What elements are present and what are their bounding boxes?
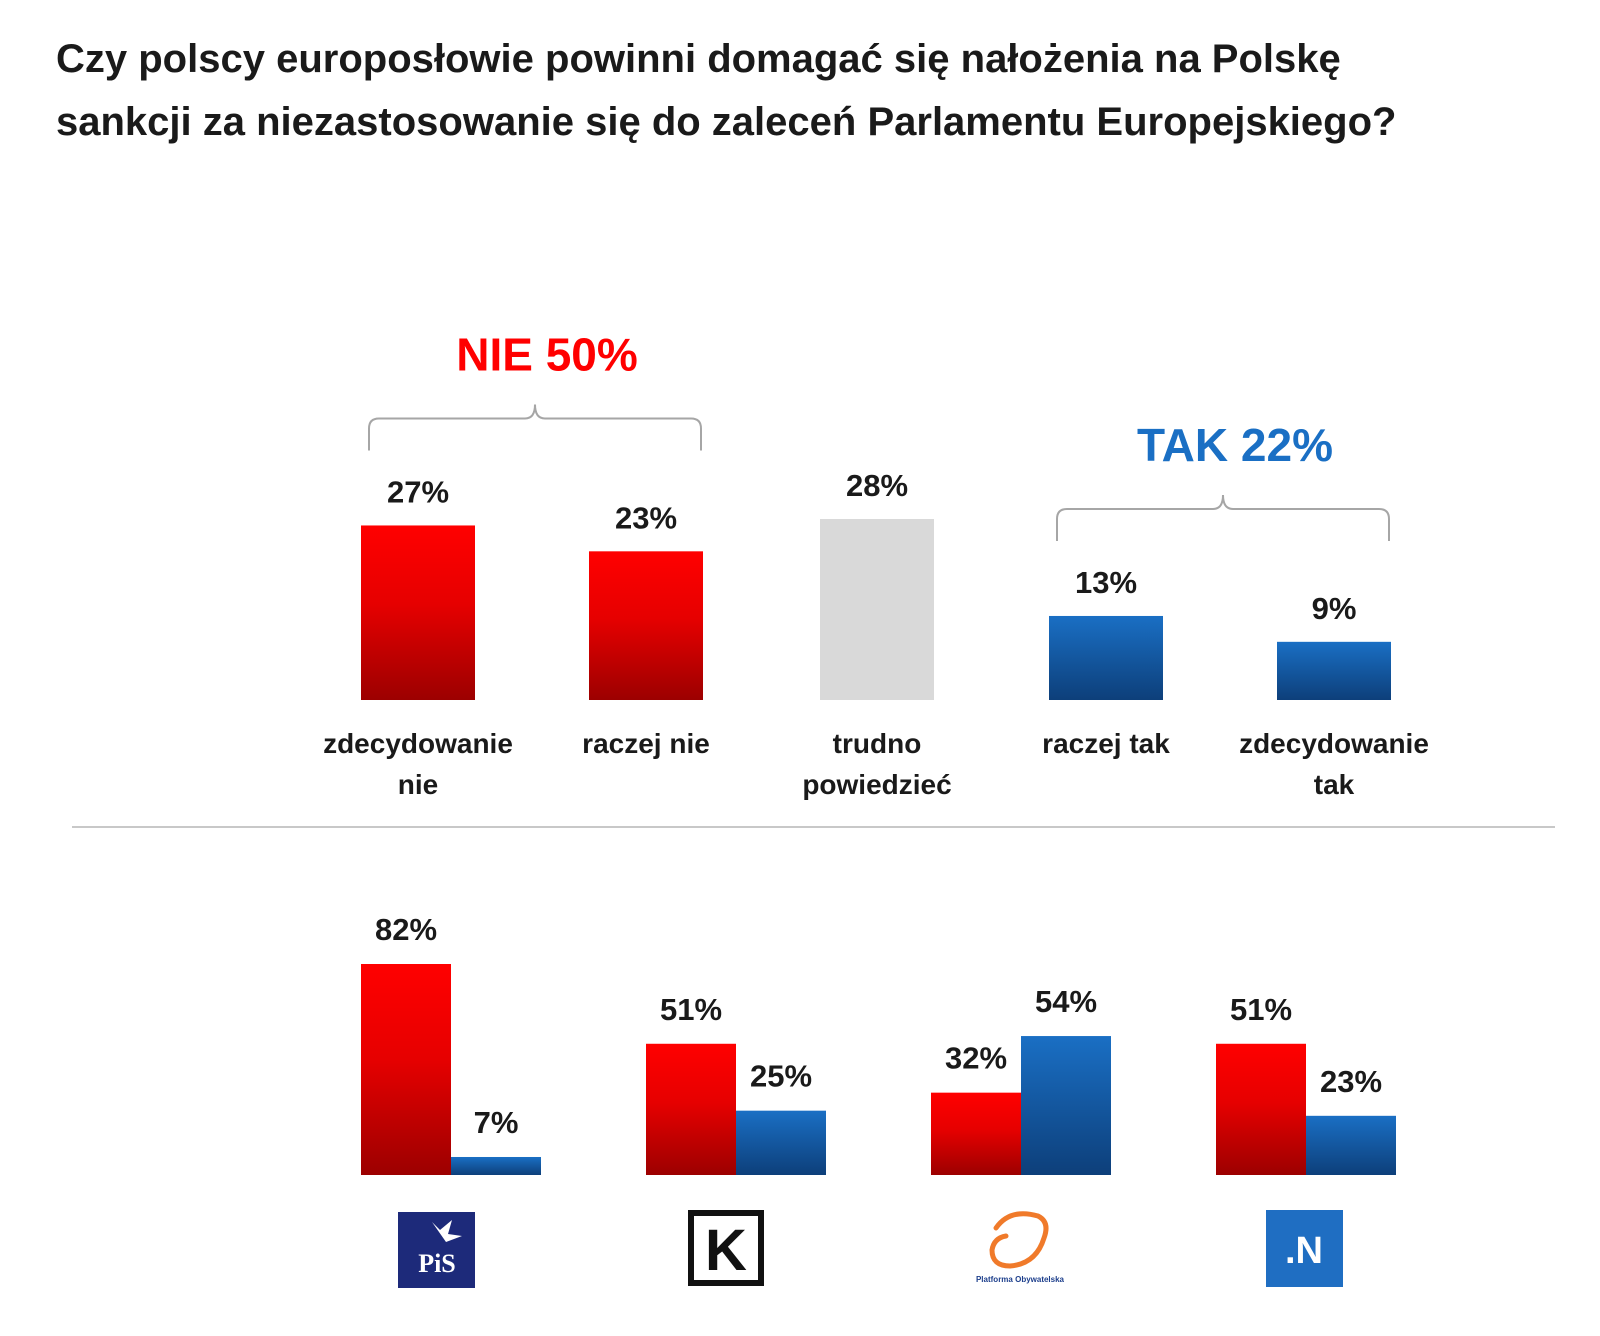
category-label-3-1: trudno <box>833 728 922 759</box>
pis-logo: PiS <box>398 1212 475 1288</box>
value-label-nie-1: 82% <box>375 912 437 947</box>
category-label-4-1: raczej tak <box>1042 728 1170 759</box>
value-label-1: 27% <box>387 474 449 509</box>
po-logo-text: Platforma Obywatelska <box>976 1275 1065 1284</box>
chart-title-line-2: sankcji za niezastosowanie się do zalece… <box>56 100 1397 144</box>
pis-logo-text: PiS <box>418 1249 456 1278</box>
nowoczesna-logo-background <box>1266 1210 1343 1287</box>
bar-nie-4 <box>1216 1043 1306 1175</box>
category-label-2-1: raczej nie <box>582 728 710 759</box>
category-label-5-2: tak <box>1314 769 1355 800</box>
value-label-5: 9% <box>1312 591 1357 626</box>
category-label-3-2: powiedzieć <box>802 769 951 800</box>
eagle-icon <box>432 1220 462 1242</box>
chart-title-line-1: Czy polscy europosłowie powinni domagać … <box>56 37 1341 81</box>
bar-tak-1 <box>451 1156 541 1175</box>
chart-title: Czy polscy europosłowie powinni domagać … <box>56 28 1556 154</box>
category-label-1-1: zdecydowanie <box>323 728 513 759</box>
value-label-tak-3: 54% <box>1035 984 1097 1019</box>
kukiz-logo-text: K <box>705 1218 747 1283</box>
group-brace-2 <box>1056 494 1390 541</box>
value-label-nie-2: 51% <box>660 992 722 1027</box>
po-logo: Platforma Obywatelska <box>976 1211 1065 1284</box>
value-label-nie-3: 32% <box>945 1041 1007 1076</box>
kukiz-logo-inner <box>694 1216 758 1280</box>
value-label-4: 13% <box>1075 565 1137 600</box>
bar-4 <box>1049 615 1163 700</box>
value-label-2: 23% <box>615 500 677 535</box>
party-logos: PiS K Platforma Obywatelska .N <box>398 1210 1343 1288</box>
party-chart: 82% 7% 51% 25% 32% 54% 51% 23% <box>361 912 1396 1175</box>
value-label-tak-1: 7% <box>474 1105 519 1140</box>
bar-tak-4 <box>1306 1115 1396 1175</box>
overall-chart: 27% zdecydowanie nie 23% raczej nie 28% trudno… <box>323 328 1429 800</box>
nowoczesna-logo: .N <box>1266 1210 1343 1287</box>
nowoczesna-logo-text: .N <box>1285 1230 1323 1272</box>
value-label-tak-2: 25% <box>750 1059 812 1094</box>
bar-1 <box>361 525 475 700</box>
group-label-2: TAK 22% <box>1137 419 1333 471</box>
bar-nie-1 <box>361 964 451 1175</box>
kukiz-logo: K <box>688 1210 764 1286</box>
bar-5 <box>1277 641 1391 700</box>
value-label-3: 28% <box>846 468 908 503</box>
bar-tak-3 <box>1021 1036 1111 1175</box>
group-label-1: NIE 50% <box>456 328 638 380</box>
bar-tak-2 <box>736 1110 826 1175</box>
bar-nie-3 <box>931 1092 1021 1175</box>
po-logo-mark <box>989 1211 1049 1269</box>
category-label-5-1: zdecydowanie <box>1239 728 1429 759</box>
bar-2 <box>589 551 703 700</box>
group-brace-1 <box>368 404 702 451</box>
value-label-nie-4: 51% <box>1230 992 1292 1027</box>
bar-3 <box>820 519 934 700</box>
value-label-tak-4: 23% <box>1320 1064 1382 1099</box>
bar-nie-2 <box>646 1043 736 1175</box>
pis-logo-background <box>398 1212 475 1288</box>
category-label-1-2: nie <box>398 769 438 800</box>
